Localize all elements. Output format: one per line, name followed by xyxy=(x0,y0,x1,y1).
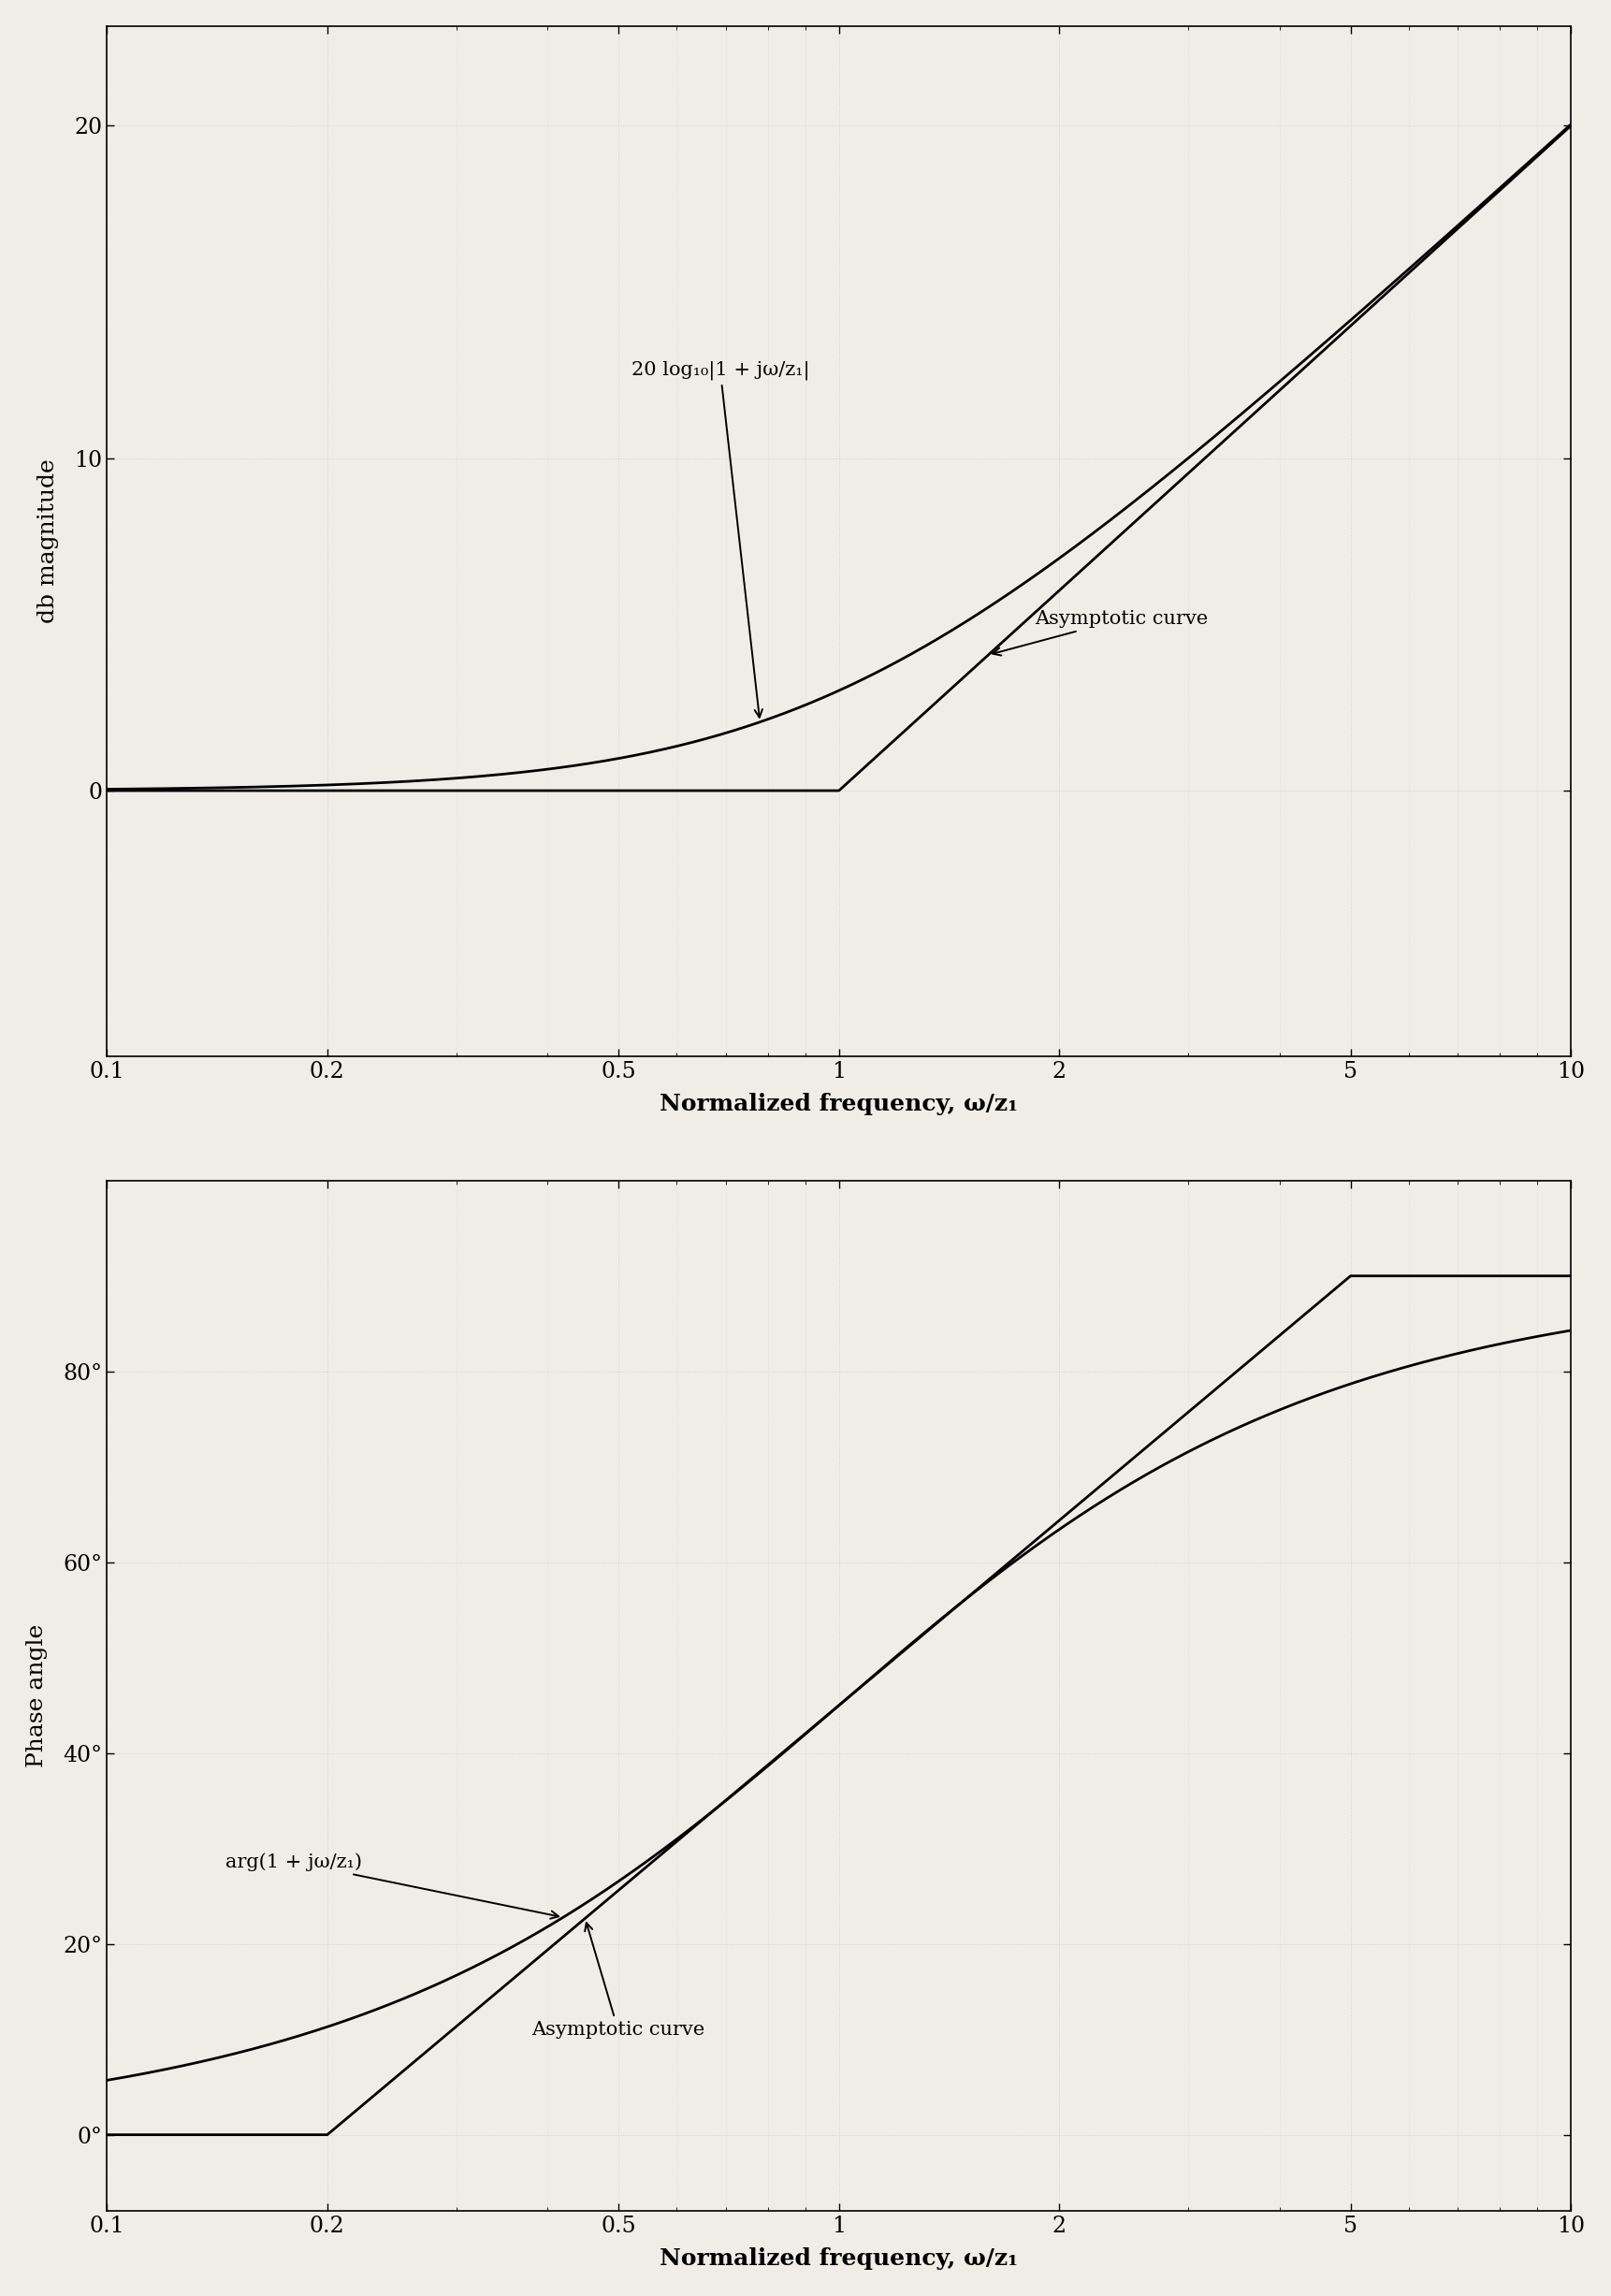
Y-axis label: db magnitude: db magnitude xyxy=(37,459,58,625)
Text: Asymptotic curve: Asymptotic curve xyxy=(532,1922,704,2039)
Text: 20 log₁₀|1 + jω/z₁|: 20 log₁₀|1 + jω/z₁| xyxy=(632,360,809,716)
X-axis label: Normalized frequency, ω/z₁: Normalized frequency, ω/z₁ xyxy=(661,1093,1018,1116)
Y-axis label: Phase angle: Phase angle xyxy=(26,1623,47,1768)
Text: arg(1 + jω/z₁): arg(1 + jω/z₁) xyxy=(226,1853,559,1919)
X-axis label: Normalized frequency, ω/z₁: Normalized frequency, ω/z₁ xyxy=(661,2248,1018,2271)
Text: Asymptotic curve: Asymptotic curve xyxy=(992,611,1208,654)
